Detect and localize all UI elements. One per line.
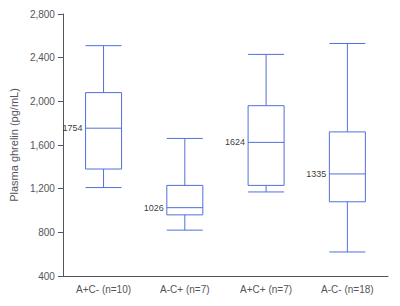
svg-text:400: 400: [38, 271, 55, 282]
svg-text:1335: 1335: [306, 169, 326, 179]
svg-text:Plasma ghrelin (pg/mL): Plasma ghrelin (pg/mL): [8, 88, 20, 202]
svg-text:1624: 1624: [225, 137, 245, 147]
svg-text:2,800: 2,800: [30, 9, 55, 20]
svg-text:1026: 1026: [144, 203, 164, 213]
svg-text:2,000: 2,000: [30, 96, 55, 107]
svg-text:1,600: 1,600: [30, 140, 55, 151]
svg-text:A-C+ (n=7): A-C+ (n=7): [160, 284, 209, 295]
svg-text:A-C- (n=18): A-C- (n=18): [321, 284, 374, 295]
svg-text:A+C- (n=10): A+C- (n=10): [76, 284, 131, 295]
svg-text:800: 800: [38, 227, 55, 238]
svg-text:1,200: 1,200: [30, 183, 55, 194]
svg-text:A+C+ (n=7): A+C+ (n=7): [240, 284, 292, 295]
svg-text:1754: 1754: [63, 123, 83, 133]
svg-text:2,400: 2,400: [30, 52, 55, 63]
